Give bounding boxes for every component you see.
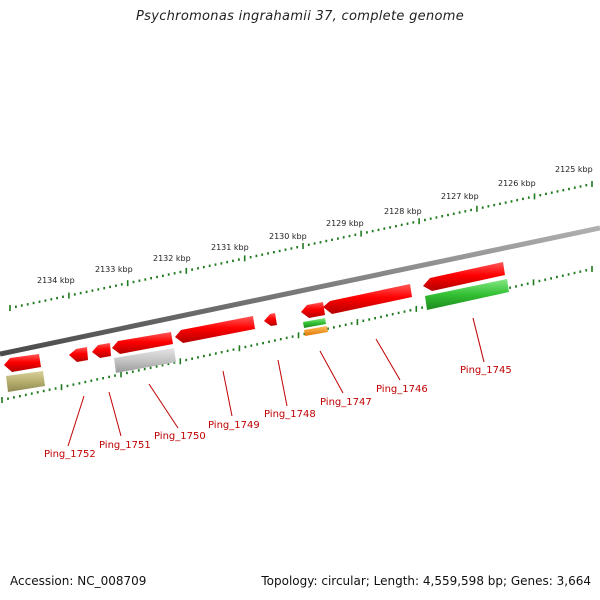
scale-label-2131: 2131 kbp bbox=[211, 243, 249, 252]
feature-block-olive[interactable] bbox=[6, 371, 45, 392]
gene-ping-1746-arrow[interactable] bbox=[323, 284, 412, 314]
gene-label-ping-1746[interactable]: Ping_1746 bbox=[376, 384, 428, 395]
gene-label-ping-1747[interactable]: Ping_1747 bbox=[320, 397, 372, 408]
genome-summary-text: Topology: circular; Length: 4,559,598 bp… bbox=[261, 574, 591, 588]
gene-ping-1747-arrow[interactable] bbox=[301, 302, 325, 318]
gene-label-ping-1748[interactable]: Ping_1748 bbox=[264, 409, 316, 420]
outer-scale-ring bbox=[9, 181, 593, 311]
gene-label-ping-1745[interactable]: Ping_1745 bbox=[460, 365, 512, 376]
scale-label-2126: 2126 kbp bbox=[498, 179, 536, 188]
feature-block-grey[interactable] bbox=[114, 348, 176, 373]
scale-label-2129: 2129 kbp bbox=[326, 219, 364, 228]
gene-ping-1749-arrow[interactable] bbox=[175, 316, 255, 343]
gene-left-edge-arrow[interactable] bbox=[4, 354, 41, 372]
gene-label-ping-1751[interactable]: Ping_1751 bbox=[99, 440, 151, 451]
scale-label-2128: 2128 kbp bbox=[384, 207, 422, 216]
feature-track bbox=[4, 262, 509, 392]
gene-label-ping-1750[interactable]: Ping_1750 bbox=[154, 431, 206, 442]
scale-label-2133: 2133 kbp bbox=[95, 265, 133, 274]
outer-scale-labels: 2125 kbp 2126 kbp 2127 kbp 2128 kbp 2129… bbox=[37, 165, 593, 285]
scale-label-2130: 2130 kbp bbox=[269, 232, 307, 241]
gene-label-ping-1749[interactable]: Ping_1749 bbox=[208, 420, 260, 431]
gene-ping-1745-arrow[interactable] bbox=[423, 262, 505, 291]
scale-label-2134: 2134 kbp bbox=[37, 276, 75, 285]
genome-backbone bbox=[0, 225, 600, 357]
gene-labels: Ping_1745 Ping_1746 Ping_1747 Ping_1748 … bbox=[44, 365, 512, 460]
scale-label-2127: 2127 kbp bbox=[441, 192, 479, 201]
scale-label-2132: 2132 kbp bbox=[153, 254, 191, 263]
gene-label-ping-1752[interactable]: Ping_1752 bbox=[44, 449, 96, 460]
rna-block-1745[interactable] bbox=[425, 279, 509, 310]
scale-label-2125: 2125 kbp bbox=[555, 165, 593, 174]
gene-ping-1752-arrow[interactable] bbox=[69, 347, 88, 362]
gene-ping-1750-arrow[interactable] bbox=[112, 332, 173, 354]
rna-block-1747[interactable] bbox=[303, 318, 326, 328]
gene-ping-1748-arrow[interactable] bbox=[264, 313, 277, 326]
accession-text: Accession: NC_008709 bbox=[10, 574, 147, 588]
map-title: Psychromonas ingrahamii 37, complete gen… bbox=[135, 9, 465, 24]
feature-block-orange[interactable] bbox=[304, 326, 328, 336]
gene-ping-1751-arrow[interactable] bbox=[92, 343, 111, 358]
gene-leaders bbox=[67, 317, 485, 447]
